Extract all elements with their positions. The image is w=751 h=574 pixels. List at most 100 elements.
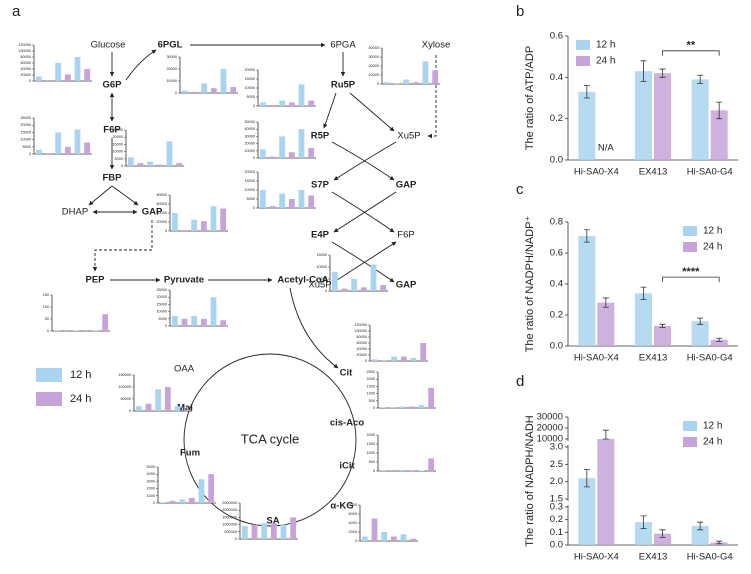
- bar: [654, 325, 671, 346]
- pathway-node: Cit: [340, 368, 354, 379]
- mini-bar: [210, 206, 217, 231]
- mini-tick-label: 25000: [112, 128, 123, 132]
- mini-bar: [156, 164, 163, 166]
- mini-tick-label: 20000: [244, 170, 255, 174]
- mini-bar: [370, 264, 377, 291]
- mini-tick-label: 20000: [166, 67, 177, 71]
- mini-tick-label: 2000: [349, 530, 357, 534]
- pathway-node: Mal: [177, 403, 193, 414]
- mini-tick-label: 1500: [367, 442, 375, 446]
- mini-bar: [422, 61, 429, 84]
- error-bar: [697, 317, 704, 325]
- error-bar: [697, 74, 704, 84]
- mini-bar: [288, 152, 295, 158]
- mini-tick-label: 80000: [356, 335, 367, 339]
- mini-tick-label: 15000: [244, 179, 255, 183]
- mini-tick-label: 15000: [316, 253, 327, 257]
- bar: [635, 522, 652, 545]
- mini-tick-label: 30000: [244, 134, 255, 138]
- mini-bar: [200, 318, 207, 326]
- mini-tick-label: 30000: [166, 55, 177, 59]
- mini-tick-label: 20000: [20, 73, 31, 77]
- pathway-node: GAP: [396, 280, 417, 291]
- pathway-node: 6PGA: [330, 40, 356, 51]
- y-tick-label: 0.0: [550, 341, 563, 352]
- mini-tick-label: 0: [253, 156, 255, 160]
- mini-bar: [259, 149, 266, 158]
- mini-tick-label: 0: [373, 406, 375, 410]
- panel-label: d: [516, 373, 524, 390]
- bar: [691, 79, 709, 160]
- mini-bar: [280, 524, 287, 539]
- mini-bar: [399, 470, 406, 471]
- mini-bar: [208, 474, 215, 503]
- mini-bar: [383, 82, 390, 84]
- mini-tick-label: 1500: [367, 384, 375, 388]
- mini-tick-label: 2000: [147, 487, 155, 491]
- legend-label: 12 h: [596, 40, 615, 51]
- mini-bar: [179, 499, 186, 503]
- mini-bar: [410, 538, 417, 541]
- mini-chart: 0 10000 20000 30000: [166, 55, 238, 95]
- mini-bar: [169, 500, 176, 503]
- mini-tick-label: 3000: [147, 479, 155, 483]
- mini-bar: [361, 536, 368, 541]
- mini-bar: [428, 458, 435, 471]
- bar: [654, 73, 671, 160]
- mini-tick-label: 100: [43, 305, 49, 309]
- error-bar: [640, 60, 647, 82]
- mini-chart: 0 5000 10000 15000: [316, 253, 388, 293]
- mini-bar: [308, 147, 315, 158]
- mini-bar: [220, 69, 227, 93]
- mini-bar: [73, 330, 80, 331]
- mini-tick-label: 10000: [244, 149, 255, 153]
- mini-bar: [176, 163, 183, 166]
- mini-bar: [210, 88, 217, 93]
- mini-tick-label: 20000: [20, 123, 31, 127]
- mini-bar: [270, 523, 277, 539]
- x-tick-label: Hi-SA0-G4: [687, 167, 733, 178]
- mini-tick-label: 60000: [156, 202, 167, 206]
- mini-tick-label: 10000: [244, 86, 255, 90]
- mini-tick-label: 10000: [20, 138, 31, 142]
- mini-tick-label: 1000: [367, 451, 375, 455]
- mini-bar: [259, 190, 266, 208]
- pathway-node: Ru5P: [331, 80, 356, 91]
- mini-bar: [191, 315, 198, 326]
- mini-bar: [145, 403, 152, 411]
- x-tick-label: EX413: [639, 552, 668, 563]
- mini-chart: 0 1000 2000 3000 4000 5000: [147, 465, 216, 505]
- mini-bar: [174, 406, 181, 411]
- mini-tick-label: 15000: [244, 77, 255, 81]
- bar: [710, 339, 728, 346]
- pathway-node: Xu5P: [397, 131, 420, 142]
- mini-bar: [380, 285, 387, 291]
- mini-tick-label: 0: [355, 539, 357, 543]
- mini-tick-label: 1000000: [222, 523, 237, 527]
- mini-chart: 0 50 100 150: [43, 293, 110, 333]
- bar: [710, 110, 728, 160]
- y-tick-label: 0.6: [550, 248, 563, 259]
- y-axis-label: The ratio of NADPH/NADH: [524, 415, 536, 546]
- y-tick-label: 0.2: [550, 113, 563, 124]
- mini-bar: [55, 132, 62, 154]
- mini-tick-label: 10000: [166, 79, 177, 83]
- bar: [597, 439, 615, 545]
- y-tick-label: 30000: [537, 412, 563, 423]
- y-tick-label: 0.2: [550, 514, 563, 525]
- mini-tick-label: 500000: [224, 530, 237, 534]
- mini-tick-label: 2500000: [222, 501, 237, 505]
- mini-tick-label: 15000: [20, 130, 31, 134]
- mini-bar: [288, 199, 295, 208]
- legend-label: 12 h: [70, 369, 91, 381]
- mini-bar: [269, 156, 276, 158]
- mini-tick-label: 10000: [156, 310, 167, 314]
- error-bar: [640, 286, 647, 300]
- mini-bar: [351, 279, 358, 291]
- x-tick-label: EX413: [639, 353, 668, 364]
- significance-label: **: [687, 40, 696, 52]
- x-tick-label: Hi-SA0-G4: [687, 353, 733, 364]
- pathway-node: Xylose: [422, 40, 451, 51]
- bar: [578, 91, 596, 160]
- bar: [691, 321, 709, 346]
